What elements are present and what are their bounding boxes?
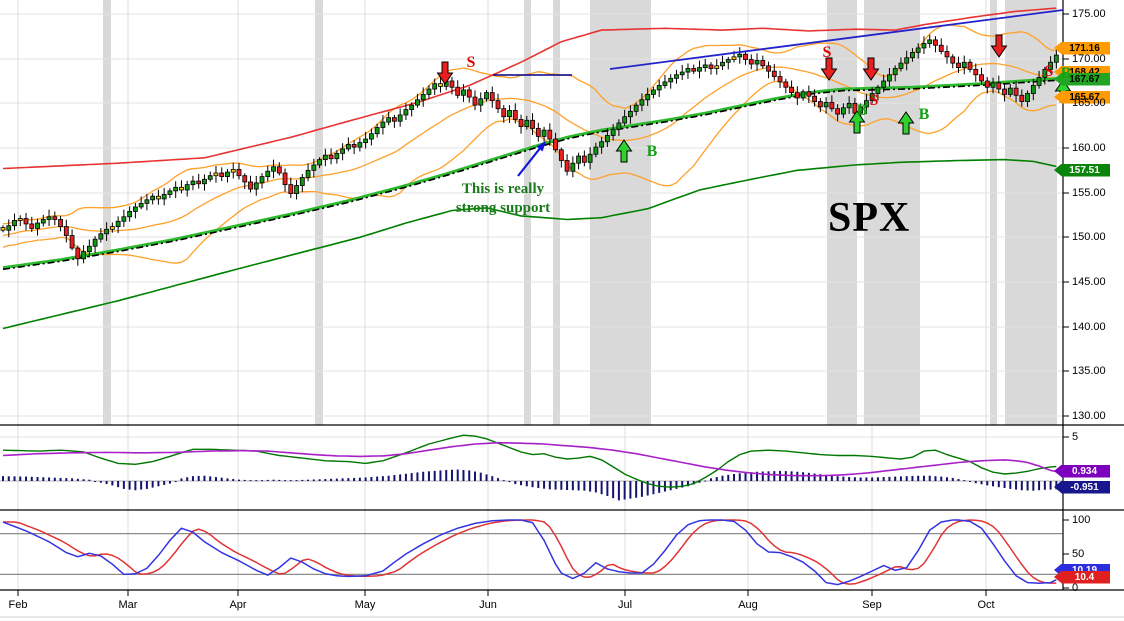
macd-tick-label: 5 [1072,431,1079,443]
stoch-tag-d: 10.4 [1054,570,1110,584]
price-tick-label: 135.00 [1072,365,1106,377]
price-tick-label: 145.00 [1072,276,1106,288]
price-tick-label: 170.00 [1072,53,1106,65]
month-label: Jul [617,599,633,611]
price-tick-label: 140.00 [1072,321,1106,333]
month-label: Feb [8,599,28,611]
price-tick-label: 175.00 [1072,8,1106,20]
buy-signal-label: B [856,102,868,119]
month-label: Mar [118,599,138,611]
sell-signal-label: S [869,92,879,109]
price-tick-label: 155.00 [1072,187,1106,199]
stoch-tick-label: 100 [1072,514,1091,526]
price-tag-3: 167.67 [1054,72,1110,86]
support-annotation-text: This is really strong support [455,181,551,216]
macd-tag-signal: 0.934 [1054,464,1110,478]
price-tag-5: 157.51 [1054,163,1110,177]
month-label: Jun [479,599,497,611]
month-label: Aug [738,599,758,611]
stoch-tick-label: 0 [1072,582,1079,594]
symbol-watermark: SPX [828,195,911,241]
price-tick-label: 150.00 [1072,231,1106,243]
month-label: May [354,599,376,611]
sell-signal-label: S [466,54,476,71]
macd-tag-histogram: -0.951 [1054,480,1110,494]
price-tick-label: 160.00 [1072,142,1106,154]
buy-signal-label: B [646,143,658,160]
sell-signal-label: S [1044,63,1054,80]
month-label: Oct [977,599,995,611]
price-tick-label: 165.00 [1072,97,1106,109]
price-tick-label: 130.00 [1072,410,1106,422]
stoch-tick-label: 50 [1072,548,1085,560]
price-tag-4: 165.67 [1054,90,1110,104]
month-label: Sep [862,599,882,611]
buy-signal-label: B [918,106,930,123]
buy-signal-label: B [1060,65,1072,82]
price-tag-1: 171.16 [1054,41,1110,55]
month-label: Apr [229,599,247,611]
sell-signal-label: S [822,44,832,61]
